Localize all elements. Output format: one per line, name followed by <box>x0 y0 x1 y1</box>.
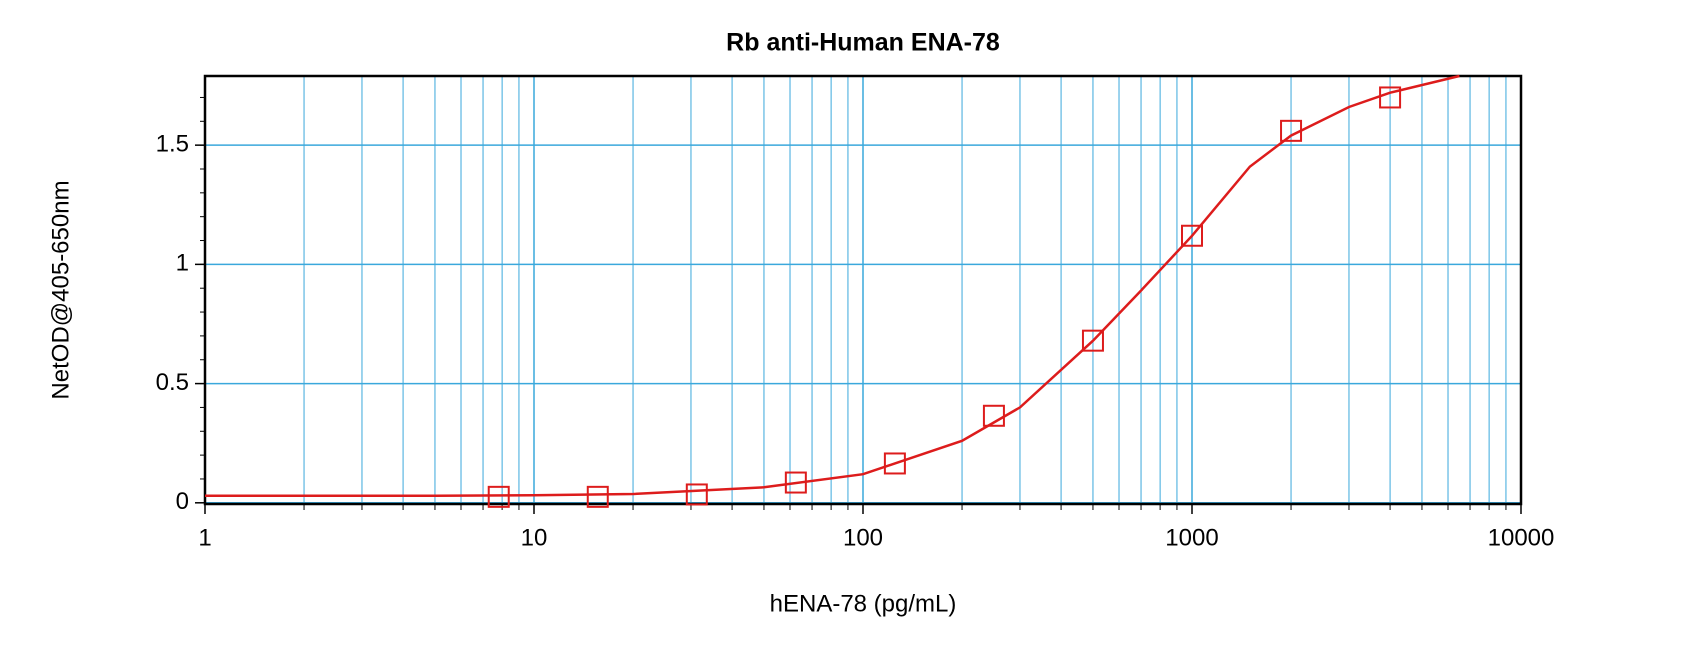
y-tick-label: 1 <box>176 250 189 277</box>
x-tick-label: 10 <box>521 524 548 551</box>
data-point <box>487 485 510 508</box>
y-tick-label: 1.5 <box>156 130 189 157</box>
data-point <box>586 485 609 508</box>
fit-curve <box>205 74 1460 497</box>
y-tick-label: 0.5 <box>156 369 189 396</box>
x-tick-label: 1000 <box>1165 524 1218 551</box>
x-axis-label: hENA-78 (pg/mL) <box>770 590 957 617</box>
y-tick-label: 0 <box>176 488 189 515</box>
x-tick-label: 1 <box>198 524 211 551</box>
chart-title: Rb anti-Human ENA-78 <box>726 29 1000 57</box>
data-point <box>1081 329 1104 352</box>
data-point <box>1181 224 1203 247</box>
x-tick-label: 10000 <box>1488 524 1555 551</box>
data-point <box>883 452 906 475</box>
data-point <box>685 483 708 506</box>
plot-frame <box>203 74 1523 506</box>
x-tick-label: 100 <box>843 524 883 551</box>
y-axis-label: NetOD@405-650nm <box>47 180 74 399</box>
